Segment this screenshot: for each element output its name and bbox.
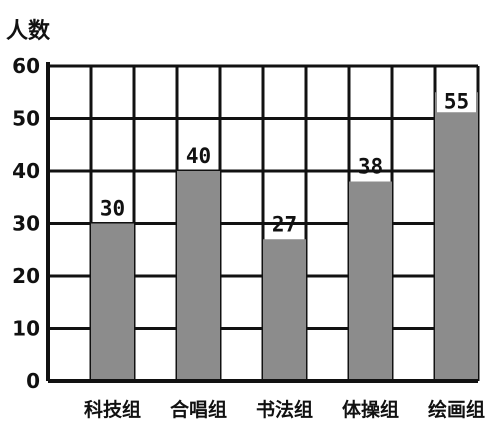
x-tick-label: 书法组 [256, 398, 313, 421]
bar [91, 223, 134, 381]
x-tick-labels: 科技组 合唱组 书法组 体操组 绘画组 [84, 398, 485, 421]
data-label: 27 [272, 212, 297, 236]
y-tick-label: 60 [12, 54, 40, 78]
data-label-background [437, 88, 476, 113]
data-label: 55 [444, 89, 469, 113]
x-tick-label: 绘画组 [428, 398, 485, 421]
y-tick-labels: 0 10 20 30 40 50 60 [12, 54, 40, 393]
y-tick-label: 0 [26, 369, 40, 393]
y-tick-label: 50 [12, 107, 40, 131]
y-axis-label: 人数 [6, 18, 51, 44]
y-tick-label: 30 [12, 212, 40, 236]
bar [177, 171, 220, 381]
data-label: 30 [100, 197, 125, 221]
x-tick-label: 合唱组 [170, 398, 227, 421]
x-tick-label: 体操组 [342, 398, 399, 421]
bar [263, 239, 306, 381]
x-tick-label: 科技组 [84, 398, 141, 421]
y-tick-label: 40 [12, 159, 40, 183]
chart-axes [46, 62, 478, 383]
data-label: 40 [186, 144, 211, 168]
data-labels: 30 40 27 38 55 [100, 88, 476, 236]
y-tick-label: 10 [12, 317, 40, 341]
bar [435, 92, 478, 381]
data-label: 38 [358, 155, 383, 179]
chart-bars [91, 92, 478, 381]
bar [349, 181, 392, 381]
y-tick-label: 20 [12, 264, 40, 288]
